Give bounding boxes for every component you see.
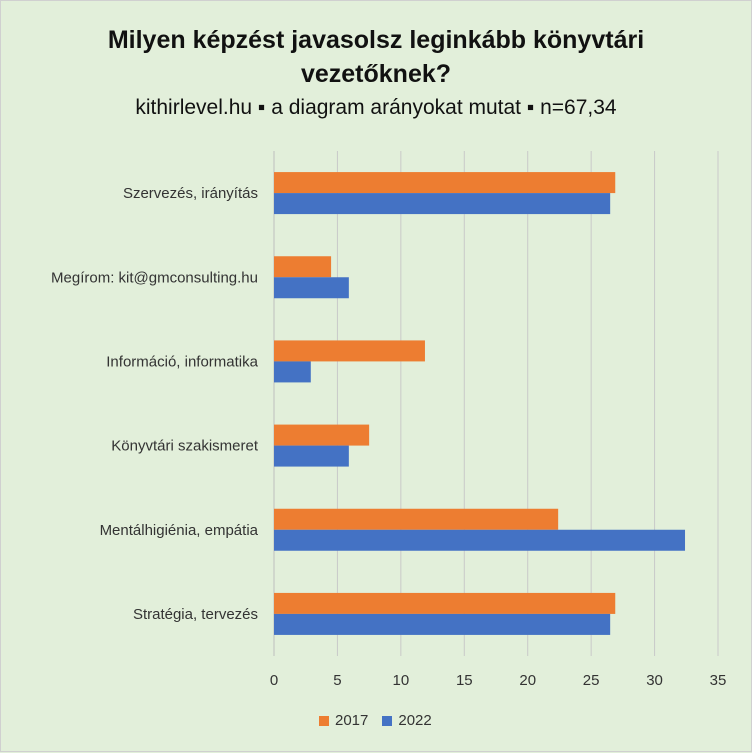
legend-label-2017: 2017 bbox=[335, 712, 369, 729]
bar-2022-0 bbox=[274, 193, 611, 215]
chart-title-line-1: Milyen képzést javasolsz leginkább könyv… bbox=[107, 26, 645, 54]
legend-swatch-2022 bbox=[382, 715, 393, 726]
x-tick-label-25: 25 bbox=[583, 672, 600, 689]
bar-2022-1 bbox=[274, 277, 349, 299]
category-label-5: Stratégia, tervezés bbox=[133, 606, 258, 623]
category-label-0: Szervezés, irányítás bbox=[123, 185, 258, 202]
bar-2022-3 bbox=[274, 445, 349, 467]
category-label-4: Mentálhigiénia, empátia bbox=[100, 522, 259, 539]
x-tick-label-15: 15 bbox=[456, 672, 473, 689]
x-tick-label-0: 0 bbox=[270, 672, 278, 689]
x-tick-label-30: 30 bbox=[646, 672, 663, 689]
chart-title-line-2: vezetőknek? bbox=[300, 60, 452, 88]
bar-2017-5 bbox=[274, 592, 616, 614]
chart-title: Milyen képzést javasolsz leginkább könyv… bbox=[1, 23, 751, 91]
bar-2017-4 bbox=[274, 508, 559, 530]
bar-2017-0 bbox=[274, 172, 616, 194]
bar-2022-2 bbox=[274, 361, 311, 383]
legend-swatch-2017 bbox=[319, 715, 329, 726]
category-label-3: Könyvtári szakismeret bbox=[111, 438, 259, 455]
bar-2017-3 bbox=[274, 424, 370, 446]
legend-item-2022: 2022 bbox=[382, 712, 432, 729]
legend-item-2017: 2017 bbox=[319, 712, 368, 729]
x-tick-label-10: 10 bbox=[393, 672, 410, 689]
legend: 2017 2022 bbox=[319, 712, 446, 729]
x-tick-label-35: 35 bbox=[710, 672, 727, 689]
chart-subtitle: kithirlevel.hu ▪ a diagram arányokat mut… bbox=[135, 96, 617, 119]
category-label-1: Megírom: kit@gmconsulting.hu bbox=[51, 269, 258, 286]
bar-2017-2 bbox=[274, 340, 425, 362]
bar-2017-1 bbox=[274, 256, 332, 278]
bar-2022-5 bbox=[274, 613, 611, 635]
x-tick-label-5: 5 bbox=[333, 672, 341, 689]
bar-2022-4 bbox=[274, 529, 686, 551]
category-label-2: Információ, informatika bbox=[106, 353, 258, 370]
x-tick-label-20: 20 bbox=[519, 672, 536, 689]
legend-label-2022: 2022 bbox=[398, 712, 432, 729]
